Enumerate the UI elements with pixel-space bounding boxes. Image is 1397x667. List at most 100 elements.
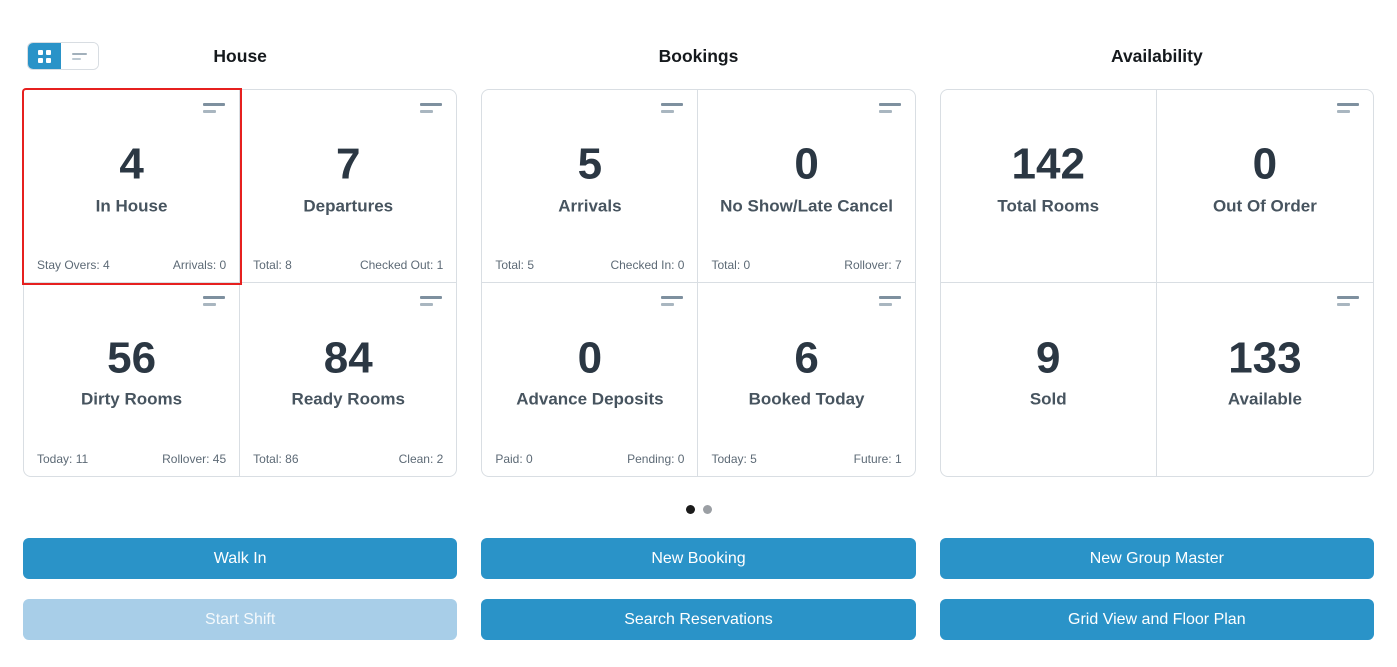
card-label: In House	[95, 196, 168, 216]
card-label: Departures	[303, 196, 394, 216]
section-title-availability: Availability	[1110, 45, 1203, 66]
card-footer-left: Stay Overs: 4	[37, 258, 110, 272]
section-bookings: 5 Arrivals Total: 5 Checked In: 0 0 No Show/L…	[481, 89, 916, 477]
card-departures[interactable]: 7 Departures Total: 8 Checked Out: 1	[240, 90, 457, 283]
list-view-toggle-button[interactable]	[61, 43, 98, 69]
card-label: Arrivals	[558, 196, 622, 216]
card-total-rooms[interactable]: 142 Total Rooms	[940, 90, 1157, 283]
menu-lines-icon[interactable]	[1337, 296, 1359, 306]
card-booked-today[interactable]: 6 Booked Today Today: 5 Future: 1	[698, 283, 915, 476]
card-main: 142 Total Rooms	[941, 139, 1156, 216]
card-footer-left: Total: 5	[495, 258, 535, 272]
card-footer-left: Total: 8	[253, 258, 292, 272]
card-footer-left: Total: 0	[711, 258, 751, 272]
card-value: 9	[1036, 333, 1061, 383]
grid-icon	[38, 49, 51, 63]
card-value: 5	[577, 139, 603, 189]
search-reservations-button[interactable]: Search Reservations	[481, 599, 916, 640]
menu-lines-icon[interactable]	[661, 296, 684, 306]
card-footer-left: Today: 5	[711, 452, 757, 466]
card-value: 0	[794, 139, 819, 189]
card-value: 0	[577, 333, 603, 383]
card-out-of-order[interactable]: 0 Out Of Order	[1156, 90, 1373, 283]
card-label: Available	[1227, 389, 1302, 409]
card-main: 0 Advance Deposits	[482, 333, 697, 409]
card-advance-deposits[interactable]: 0 Advance Deposits Paid: 0 Pending: 0	[482, 283, 699, 476]
card-label: Advance Deposits	[516, 389, 664, 409]
menu-lines-icon[interactable]	[203, 296, 226, 306]
grid-view-floor-plan-button[interactable]: Grid View and Floor Plan	[939, 599, 1374, 640]
menu-lines-icon[interactable]	[203, 103, 226, 113]
card-footer: Today: 5 Future: 1	[711, 452, 901, 466]
card-footer: Paid: 0 Pending: 0	[495, 452, 684, 466]
section-title-house: House	[213, 45, 267, 66]
card-main: 133 Available	[1157, 333, 1373, 409]
dashboard-header: House Bookings Availability	[23, 42, 1374, 70]
view-toggle	[27, 42, 99, 70]
carousel-dot-1[interactable]	[685, 505, 695, 514]
card-footer-right: Pending: 0	[627, 452, 685, 466]
start-shift-button[interactable]: Start Shift	[23, 599, 458, 640]
card-label: Ready Rooms	[291, 389, 405, 409]
card-footer-right: Checked In: 0	[610, 258, 685, 272]
menu-lines-icon[interactable]	[420, 103, 443, 113]
card-main: 6 Booked Today	[698, 333, 914, 409]
card-footer-left: Paid: 0	[495, 452, 533, 466]
walk-in-button[interactable]: Walk In	[23, 538, 458, 579]
carousel-pagination	[23, 505, 1374, 514]
card-sold[interactable]: 9 Sold	[940, 283, 1157, 476]
card-footer-right: Checked Out: 1	[359, 258, 444, 272]
card-label: Dirty Rooms	[81, 389, 183, 409]
carousel-dot-2[interactable]	[702, 505, 712, 514]
card-dirty-rooms[interactable]: 56 Dirty Rooms Today: 11 Rollover: 45	[24, 283, 241, 476]
card-footer-right: Rollover: 7	[844, 258, 902, 272]
action-buttons: Walk In New Booking New Group Master Sta…	[23, 538, 1374, 640]
section-titles: House Bookings Availability	[23, 42, 1374, 70]
card-main: 7 Departures	[240, 139, 456, 216]
card-main: 84 Ready Rooms	[240, 333, 456, 409]
card-footer-right: Clean: 2	[398, 452, 444, 466]
card-value: 4	[119, 139, 144, 189]
card-label: Sold	[1029, 389, 1067, 409]
card-ready-rooms[interactable]: 84 Ready Rooms Total: 86 Clean: 2	[240, 283, 457, 476]
grid-view-toggle-button[interactable]	[28, 43, 61, 69]
card-main: 9 Sold	[941, 333, 1156, 409]
section-house: 4 In House Stay Overs: 4 Arrivals: 0 7 Depart…	[23, 89, 458, 477]
menu-lines-icon[interactable]	[878, 103, 901, 113]
menu-lines-icon[interactable]	[420, 296, 443, 306]
card-no-show-late-cancel[interactable]: 0 No Show/Late Cancel Total: 0 Rollover: 7	[698, 90, 915, 283]
card-value: 0	[1252, 139, 1278, 189]
section-availability: 142 Total Rooms 0 Out Of Order 9 Sold 133 Avail…	[939, 89, 1374, 477]
card-footer: Today: 11 Rollover: 45	[37, 452, 226, 466]
new-booking-button[interactable]: New Booking	[481, 538, 916, 579]
card-footer: Total: 8 Checked Out: 1	[253, 258, 443, 272]
card-label: No Show/Late Cancel	[720, 196, 893, 216]
card-value: 56	[107, 333, 157, 383]
section-title-bookings: Bookings	[658, 45, 739, 66]
card-value: 142	[1011, 139, 1085, 189]
menu-lines-icon[interactable]	[1337, 103, 1359, 113]
card-value: 7	[336, 139, 361, 189]
card-in-house[interactable]: 4 In House Stay Overs: 4 Arrivals: 0	[24, 90, 241, 283]
card-footer: Total: 0 Rollover: 7	[711, 258, 901, 272]
card-value: 133	[1228, 333, 1302, 383]
menu-lines-icon[interactable]	[878, 296, 901, 306]
card-value: 84	[323, 333, 373, 383]
card-main: 56 Dirty Rooms	[24, 333, 239, 409]
card-label: Booked Today	[748, 389, 865, 409]
card-main: 0 No Show/Late Cancel	[698, 139, 914, 216]
card-main: 4 In House	[24, 139, 239, 216]
menu-lines-icon[interactable]	[661, 103, 684, 113]
card-footer-left: Total: 86	[253, 452, 299, 466]
card-available[interactable]: 133 Available	[1156, 283, 1373, 476]
card-footer-right: Arrivals: 0	[172, 258, 227, 272]
card-arrivals[interactable]: 5 Arrivals Total: 5 Checked In: 0	[482, 90, 699, 283]
list-lines-icon	[72, 52, 87, 60]
card-footer-left: Today: 11	[37, 452, 89, 466]
new-group-master-button[interactable]: New Group Master	[939, 538, 1374, 579]
card-main: 0 Out Of Order	[1157, 139, 1373, 216]
card-value: 6	[794, 333, 819, 383]
card-main: 5 Arrivals	[482, 139, 697, 216]
stat-sections: 4 In House Stay Overs: 4 Arrivals: 0 7 Depart…	[23, 89, 1374, 477]
